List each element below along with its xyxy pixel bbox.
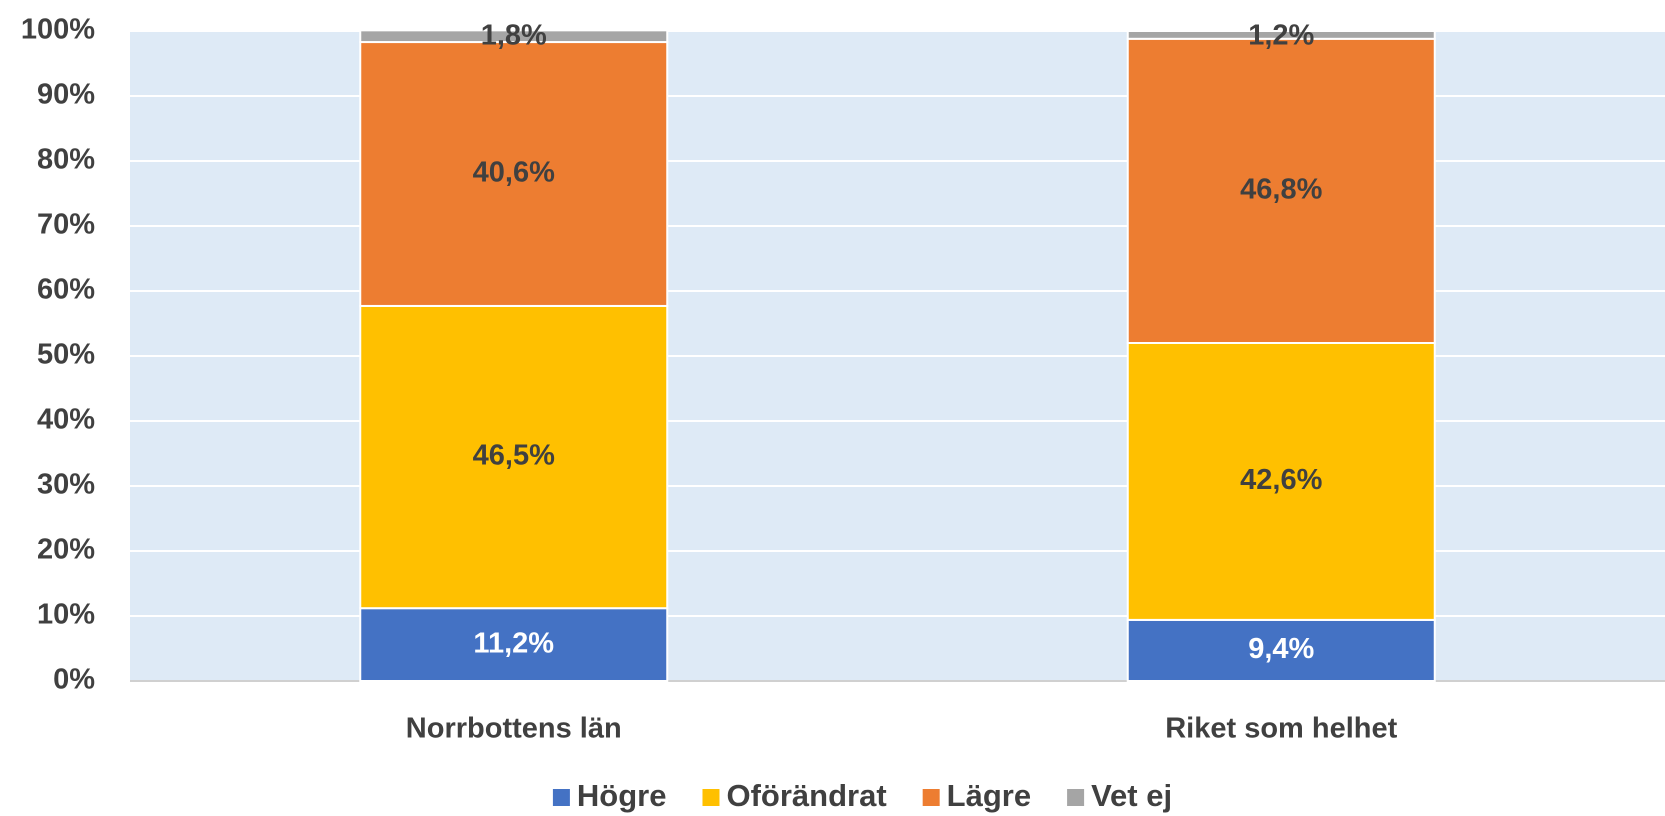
legend-label: Lägre bbox=[947, 778, 1031, 813]
value-label: 40,6% bbox=[473, 157, 555, 189]
legend-swatch bbox=[1067, 789, 1085, 806]
legend-label: Vet ej bbox=[1091, 778, 1172, 813]
y-tick-label: 60% bbox=[37, 274, 95, 306]
x-tick-label: Norrbottens län bbox=[406, 713, 622, 745]
bar-segment bbox=[1126, 30, 1436, 40]
y-tick-label: 40% bbox=[37, 404, 95, 436]
y-tick-label: 10% bbox=[37, 599, 95, 631]
value-label: 42,6% bbox=[1240, 464, 1322, 496]
legend-label: Oförändrat bbox=[726, 778, 886, 813]
legend-swatch bbox=[702, 789, 720, 806]
bar-segment bbox=[359, 304, 669, 610]
y-tick-label: 30% bbox=[37, 469, 95, 501]
legend-swatch bbox=[922, 789, 940, 806]
legend-swatch bbox=[552, 789, 570, 806]
x-tick-label: Riket som helhet bbox=[1165, 713, 1397, 745]
y-tick-label: 100% bbox=[21, 14, 95, 46]
value-label: 46,8% bbox=[1240, 174, 1322, 206]
bar-segment bbox=[359, 41, 669, 307]
y-tick-label: 90% bbox=[37, 79, 95, 111]
value-label: 11,2% bbox=[473, 627, 554, 659]
y-tick-label: 0% bbox=[53, 664, 95, 696]
y-tick-label: 70% bbox=[37, 209, 95, 241]
bar-segment bbox=[359, 607, 669, 683]
y-tick-label: 50% bbox=[37, 339, 95, 371]
bar-segment bbox=[1126, 342, 1436, 621]
bar-segment bbox=[359, 29, 669, 44]
bar-segment bbox=[1126, 618, 1436, 683]
legend-label: Högre bbox=[577, 778, 667, 813]
value-label: 9,4% bbox=[1248, 633, 1314, 665]
bar-segment bbox=[1126, 37, 1436, 345]
y-tick-label: 80% bbox=[37, 144, 95, 176]
value-label: 1,2% bbox=[1248, 20, 1314, 52]
value-label: 1,8% bbox=[481, 20, 547, 52]
value-label: 46,5% bbox=[473, 440, 555, 472]
y-tick-label: 20% bbox=[37, 534, 95, 566]
